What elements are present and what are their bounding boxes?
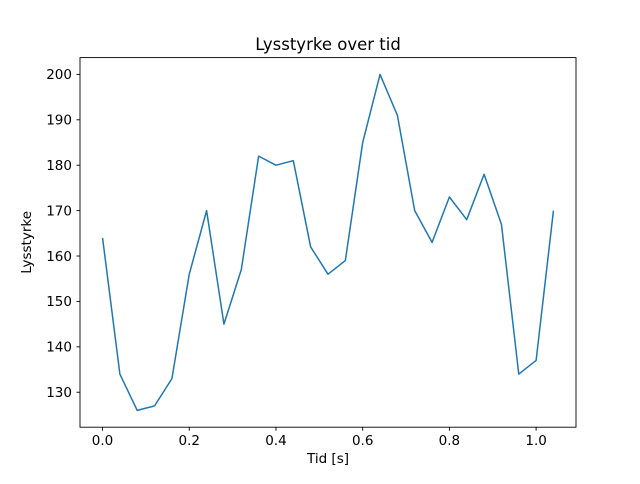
y-axis-label: Lysstyrke — [19, 211, 35, 274]
y-tick-label: 200 — [46, 67, 72, 83]
x-axis-label: Tid [s] — [306, 451, 349, 467]
x-axis-ticks: 0.0 0.2 0.4 0.6 0.8 1.0 — [92, 427, 547, 449]
x-tick-label: 0.6 — [352, 433, 373, 449]
plot-area — [80, 57, 576, 428]
y-tick-label: 130 — [46, 385, 72, 401]
y-tick-label: 150 — [46, 294, 72, 310]
y-tick-label: 140 — [46, 340, 72, 356]
x-tick-label: 1.0 — [525, 433, 546, 449]
y-tick-label: 190 — [46, 113, 72, 129]
axes-spines — [79, 57, 577, 428]
x-tick-label: 0.2 — [179, 433, 200, 449]
y-tick-label: 170 — [46, 203, 72, 219]
data-series — [101, 73, 555, 412]
y-axis-ticks: 130 140 150 160 170 180 190 200 — [46, 67, 80, 401]
x-tick-label: 0.8 — [439, 433, 460, 449]
x-tick-label: 0.0 — [92, 433, 113, 449]
y-tick-label: 160 — [46, 249, 72, 265]
y-tick-label: 180 — [46, 158, 72, 174]
chart-title: Lysstyrke over tid — [255, 35, 401, 54]
x-tick-label: 0.4 — [265, 433, 286, 449]
data-line — [101, 73, 555, 412]
